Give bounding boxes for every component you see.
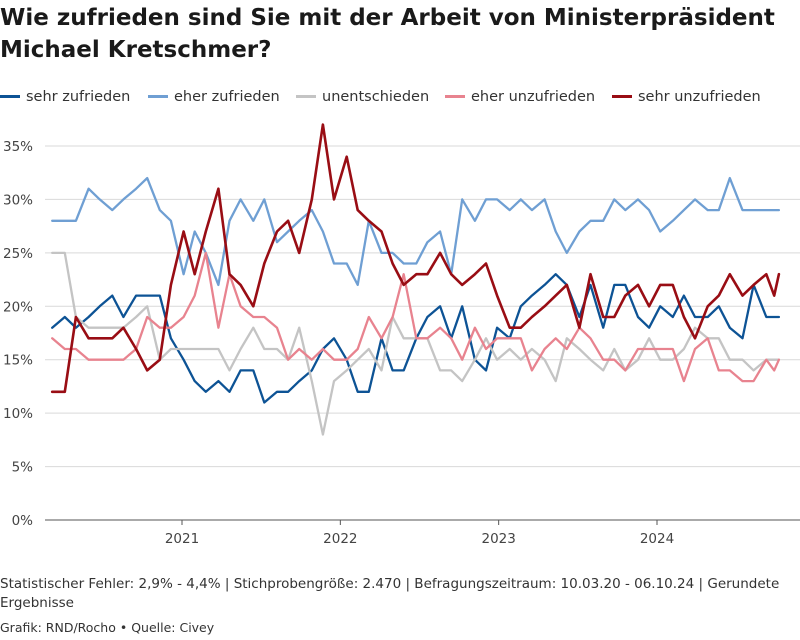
legend-label: sehr zufrieden [26,89,131,105]
y-tick-label: 30% [3,192,33,208]
y-tick-label: 5% [12,460,34,476]
footer-note: Statistischer Fehler: 2,9% - 4,4% | Stic… [0,576,780,611]
legend-swatch-sehr-unzufrieden [612,94,632,98]
legend-item-sehr-zufrieden: sehr zufrieden [0,89,130,105]
x-axis: 2021 2022 2023 2024 [165,520,674,547]
y-tick-label: 35% [3,139,33,155]
legend-item-unentschieden: unentschieden [296,89,429,105]
series-lines [50,123,781,436]
legend-label: eher unzufrieden [471,89,596,105]
y-tick-label: 25% [3,246,33,262]
x-tick-label: 2023 [481,531,515,547]
legend-label: sehr unzufrieden [638,89,761,105]
line-chart: 0% 5% 10% 15% 20% 25% 30% 35% 2021 2022 2023 2024 [3,123,800,547]
grid-lines [45,145,800,521]
y-tick-label: 10% [3,406,33,422]
legend-item-eher-zufrieden: eher zufrieden [148,89,280,105]
x-tick-label: 2024 [640,531,674,547]
legend-swatch-sehr-zufrieden [0,94,20,98]
legend-swatch-eher-zufrieden [148,94,168,98]
legend-swatch-unentschieden [296,94,316,98]
series-line-eher-zufrieden [51,176,781,287]
legend-label: unentschieden [322,89,430,105]
legend-swatch-eher-unzufrieden [445,94,465,98]
legend-item-eher-unzufrieden: eher unzufrieden [445,89,595,105]
series-line-sehr-unzufrieden [50,123,781,394]
x-tick-label: 2022 [323,531,357,547]
y-tick-label: 0% [12,513,34,529]
legend-item-sehr-unzufrieden: sehr unzufrieden [612,89,761,105]
legend-label: eher zufrieden [174,89,280,105]
y-tick-label: 15% [3,353,33,369]
y-tick-label: 20% [3,299,33,315]
chart-title: Wie zufrieden sind Sie mit der Arbeit vo… [0,5,775,63]
y-axis: 0% 5% 10% 15% 20% 25% 30% 35% [3,139,33,529]
source-credit: Grafik: RND/Rocho • Quelle: Civey [0,620,215,635]
x-tick-label: 2021 [165,531,199,547]
series-line-eher-unzufrieden [51,251,781,383]
